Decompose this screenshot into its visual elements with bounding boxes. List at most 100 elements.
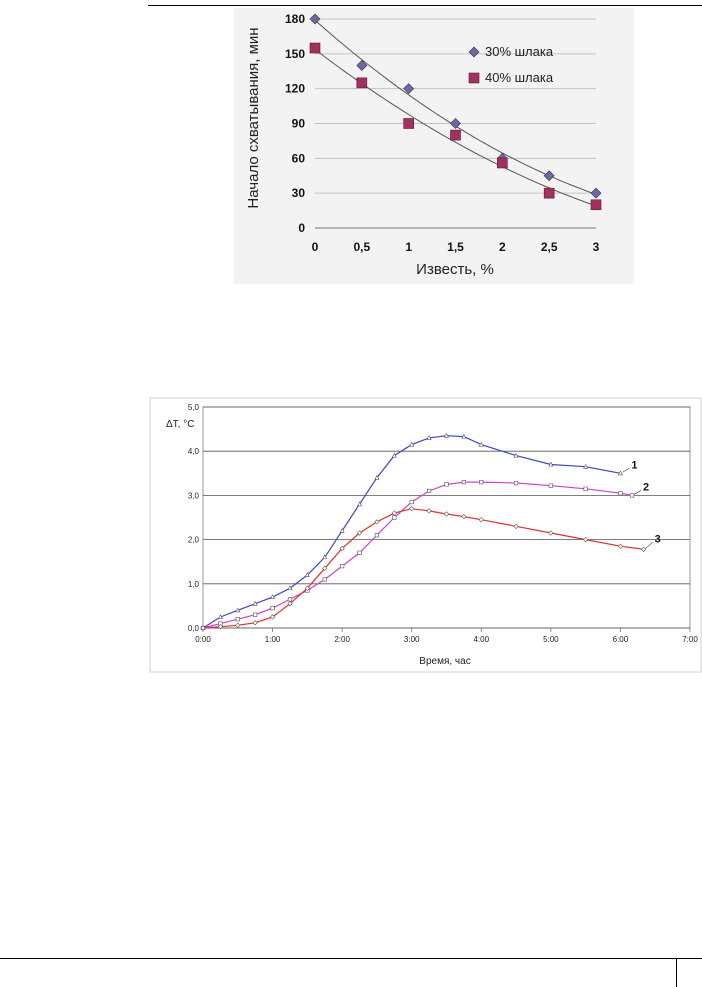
chart2-point-3 bbox=[513, 523, 519, 529]
chart2-point-1 bbox=[409, 441, 415, 447]
chart2-point-2 bbox=[427, 488, 432, 494]
chart2-point-2 bbox=[270, 606, 275, 611]
chart2-point-2 bbox=[287, 597, 293, 602]
chart1-xtick-label: 1 bbox=[405, 240, 412, 254]
chart2-point-2 bbox=[461, 480, 466, 485]
chart1-point-series-1 bbox=[543, 170, 555, 182]
chart2-point-3 bbox=[391, 510, 397, 516]
chart1-xtick-label: 3 bbox=[593, 240, 600, 254]
chart2-ytick-label: 0,0 bbox=[188, 624, 200, 633]
chart2-point-1 bbox=[426, 435, 432, 440]
chart2-point-3 bbox=[269, 614, 276, 620]
chart2-xtick-label: 4:00 bbox=[473, 635, 489, 644]
chart2-point-3 bbox=[617, 543, 624, 549]
chart1-ytick-label: 180 bbox=[285, 12, 305, 26]
chart2-xtick-label: 6:00 bbox=[613, 635, 629, 644]
chart2-point-3 bbox=[217, 624, 224, 630]
chart2-point-3 bbox=[640, 546, 647, 552]
chart1-ytick-label: 120 bbox=[285, 82, 305, 96]
chart1-ytick-label: 0 bbox=[298, 221, 305, 235]
chart2-point-1 bbox=[461, 433, 467, 439]
chart1-xtick-label: 2,5 bbox=[541, 240, 558, 254]
chart2-point-2 bbox=[253, 612, 258, 617]
chart2-xtick-label: 7:00 bbox=[682, 635, 698, 644]
chart2-point-1 bbox=[617, 470, 623, 476]
chart1-legend-marker-square bbox=[468, 72, 480, 84]
chart2-point-2 bbox=[392, 515, 397, 520]
chart1-point-series-1 bbox=[590, 187, 602, 199]
chart1-ytick-label: 150 bbox=[285, 47, 305, 61]
chart1-ylabel: Начало схватывания, мин bbox=[245, 27, 262, 208]
chart1-legend-marker-diamond bbox=[468, 46, 480, 58]
chart1-xtick-label: 0,5 bbox=[353, 240, 370, 254]
chart2-point-2 bbox=[629, 493, 635, 498]
chart2-point-1 bbox=[287, 585, 293, 591]
chart2-point-2 bbox=[583, 486, 588, 491]
chart2-xtick-label: 0:00 bbox=[195, 635, 211, 644]
chart2-point-3 bbox=[443, 511, 450, 517]
chart2-point-2 bbox=[548, 483, 553, 488]
chart2-xlabel: Время, час bbox=[419, 656, 470, 667]
chart2-ytick-label: 5,0 bbox=[188, 403, 200, 412]
chart1-xlabel: Известь, % bbox=[416, 261, 494, 278]
chart2-point-1 bbox=[322, 554, 328, 560]
chart2-point-1 bbox=[374, 474, 380, 480]
page-number-box bbox=[676, 958, 702, 987]
chart2-point-3 bbox=[374, 519, 380, 525]
chart1-point-series-1 bbox=[356, 60, 368, 71]
chart2-xtick-label: 2:00 bbox=[334, 635, 350, 644]
chart1-point-series-1 bbox=[450, 118, 461, 129]
chart1-xtick-label: 2 bbox=[499, 240, 506, 254]
chart1-point-series-2 bbox=[403, 118, 414, 129]
chart2-point-2 bbox=[618, 491, 623, 496]
chart1-xtick-label: 1,5 bbox=[447, 240, 464, 254]
chart2-point-2 bbox=[322, 577, 327, 582]
chart2-point-2 bbox=[444, 482, 449, 487]
chart2-point-2 bbox=[513, 480, 519, 486]
chart2-point-2 bbox=[409, 499, 414, 505]
chart2-point-3 bbox=[322, 565, 328, 571]
chart1-point-series-2 bbox=[590, 199, 602, 211]
chart2-point-3 bbox=[478, 517, 484, 523]
chart2-point-3 bbox=[426, 508, 432, 514]
chart2-label-leader bbox=[622, 468, 630, 473]
chart2-ytick-label: 2,0 bbox=[188, 536, 200, 545]
chart1-point-series-2 bbox=[356, 77, 368, 89]
chart2-ytick-label: 4,0 bbox=[188, 447, 200, 456]
chart1-point-series-2 bbox=[543, 187, 555, 199]
chart2-point-1 bbox=[235, 607, 241, 613]
chart2-ytick-label: 1,0 bbox=[188, 580, 200, 589]
chart2-point-3 bbox=[339, 545, 345, 552]
chart2-point-2 bbox=[374, 533, 380, 538]
chart2-point-1 bbox=[444, 432, 449, 438]
chart1-ytick-label: 60 bbox=[292, 151, 306, 165]
top-rule bbox=[148, 5, 702, 6]
chart2-xtick-label: 3:00 bbox=[404, 635, 420, 644]
chart2-frame bbox=[149, 397, 702, 673]
chart2-point-3 bbox=[304, 585, 310, 591]
chart1-legend-label: 40% шлака bbox=[485, 70, 554, 85]
chart1-point-series-2 bbox=[497, 157, 508, 169]
chart2-series-label: 3 bbox=[655, 533, 661, 545]
chart1-point-series-2 bbox=[450, 129, 461, 141]
chart2-point-2 bbox=[235, 617, 240, 622]
chart1-point-series-1 bbox=[309, 13, 321, 25]
chart2-point-1 bbox=[478, 441, 484, 447]
chart2-ytick-label: 3,0 bbox=[188, 491, 200, 500]
chart2-line-2 bbox=[202, 481, 633, 629]
chart1-point-series-2 bbox=[309, 42, 321, 54]
chart2-point-3 bbox=[548, 530, 554, 536]
chart2-point-1 bbox=[391, 452, 397, 458]
chart2-point-1 bbox=[548, 461, 554, 467]
chart2-point-3 bbox=[235, 622, 241, 628]
chart1-legend-label: 30% шлака bbox=[485, 44, 554, 59]
chart2-series-label: 1 bbox=[631, 459, 637, 471]
chart2-point-3 bbox=[287, 601, 293, 607]
chart2-point-1 bbox=[217, 614, 223, 619]
chart2-xtick-label: 5:00 bbox=[543, 635, 559, 644]
chart2-point-3 bbox=[583, 536, 589, 543]
chart2-point-3 bbox=[356, 530, 363, 536]
chart2-point-2 bbox=[357, 550, 362, 555]
chart2-xtick-label: 1:00 bbox=[265, 635, 281, 644]
